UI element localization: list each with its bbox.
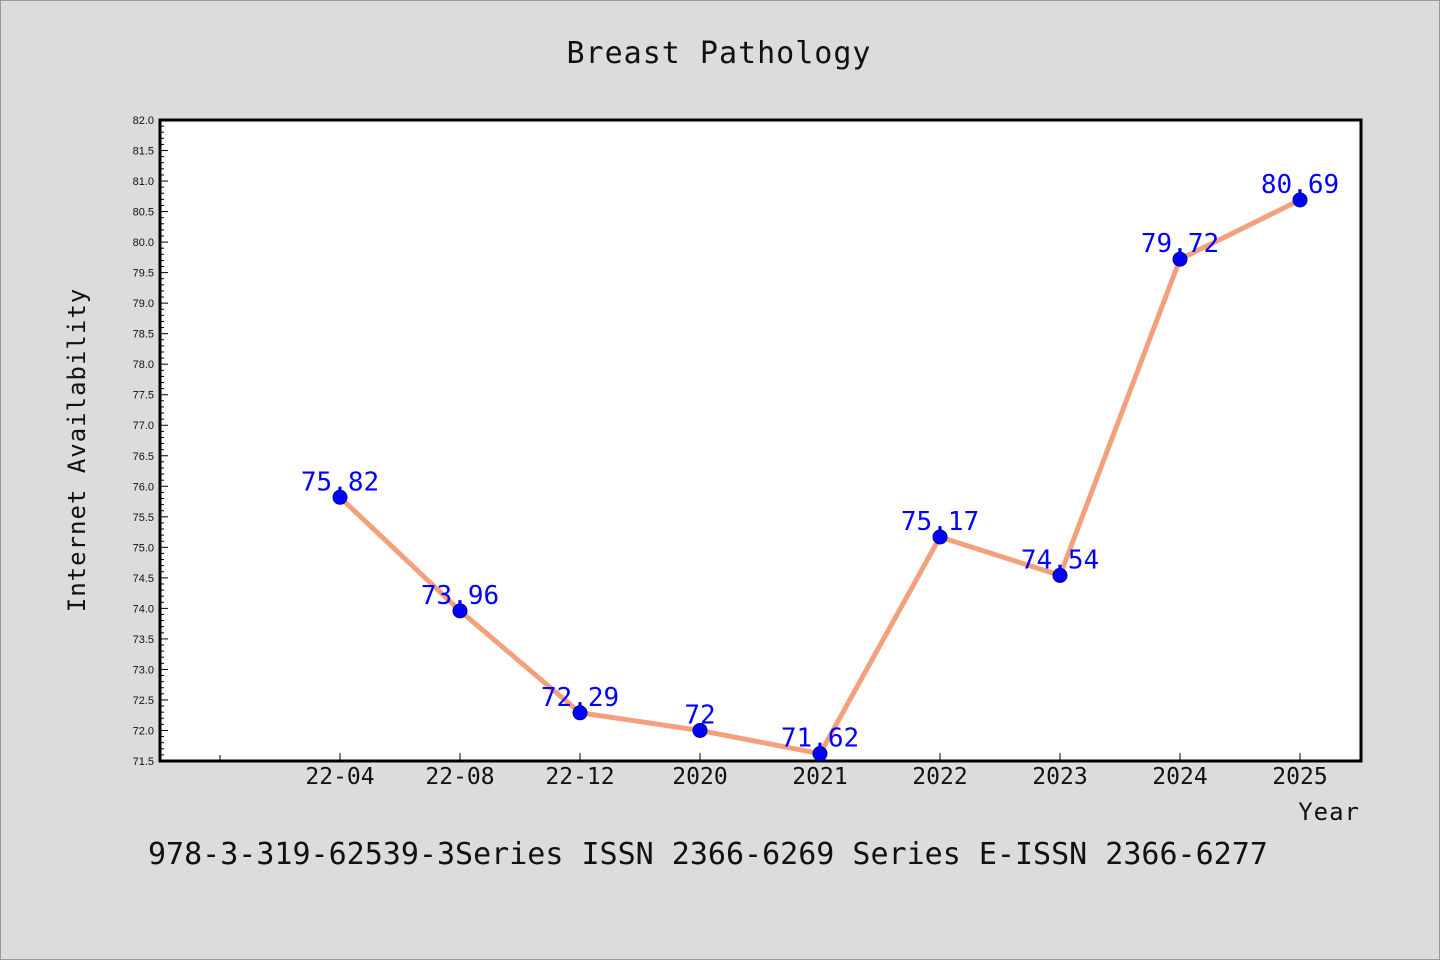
data-point [692,722,708,738]
data-point [812,746,828,762]
data-label: 71.62 [781,724,859,754]
data-labels: 75.82 73.96 72.29 72 71.62 75.17 74.54 79.72 80.… [301,170,1339,754]
y-tick-label: 72.5 [133,695,154,707]
y-tick-label: 79.5 [133,268,154,280]
x-tick-label: 2024 [1152,764,1207,790]
y-tick-label: 73.0 [133,664,154,676]
chart-title: Breast Pathology [567,36,872,71]
y-tick-label: 80.0 [133,237,154,249]
y-axis: 71.5 72.0 72.5 73.0 73.5 74.0 74.5 75.0 75.5 76.0… [133,115,168,768]
y-tick-label: 76.5 [133,451,154,463]
y-tick-label: 76.0 [133,481,154,493]
data-point [932,529,948,545]
y-tick-label: 73.5 [133,634,154,646]
plot-area [158,118,1363,763]
x-axis-label: Year [1298,798,1360,826]
y-tick-label: 74.0 [133,603,154,615]
series-markers [332,192,1308,762]
data-label: 73.96 [421,581,499,611]
footnote: 978-3-319-62539-3Series ISSN 2366-6269 S… [148,837,1268,872]
x-tick-label: 2023 [1032,764,1087,790]
x-tick-label: 2020 [672,764,727,790]
data-point [572,705,588,721]
data-label: 72 [684,700,715,730]
y-tick-label: 81.5 [133,146,154,158]
y-tick-label: 74.5 [133,573,154,585]
data-label: 72.29 [541,683,619,713]
y-tick-label: 77.5 [133,390,154,402]
y-tick-label: 75.0 [133,542,154,554]
x-tick-label: 2021 [792,764,847,790]
x-tick-label: 22-12 [545,764,614,790]
y-tick-label: 78.0 [133,359,154,371]
y-tick-label: 81.0 [133,176,154,188]
y-tick-label: 71.5 [133,756,154,768]
x-tick-label: 22-08 [425,764,494,790]
data-point [1292,192,1308,208]
y-tick-label: 79.0 [133,298,154,310]
data-label: 75.82 [301,467,379,497]
x-axis: 22-04 22-08 22-12 2020 2021 2022 2023 2024 2025 [219,753,1328,790]
data-point [1052,567,1068,583]
data-label: 74.54 [1021,545,1099,575]
data-point [1172,251,1188,267]
data-point [332,489,348,505]
y-tick-label: 75.5 [133,512,154,524]
y-axis-label: Internet Availability [63,288,91,612]
data-label: 80.69 [1261,170,1339,200]
y-tick-label: 78.5 [133,329,154,341]
data-point [452,603,468,619]
y-tick-label: 72.0 [133,725,154,737]
x-tick-label: 2025 [1272,764,1327,790]
y-tick-label: 82.0 [133,115,154,127]
data-label: 79.72 [1141,229,1219,259]
x-tick-label: 22-04 [305,764,374,790]
x-tick-label: 2022 [912,764,967,790]
data-label: 75.17 [901,507,979,537]
y-tick-label: 80.5 [133,207,154,219]
y-tick-label: 77.0 [133,420,154,432]
